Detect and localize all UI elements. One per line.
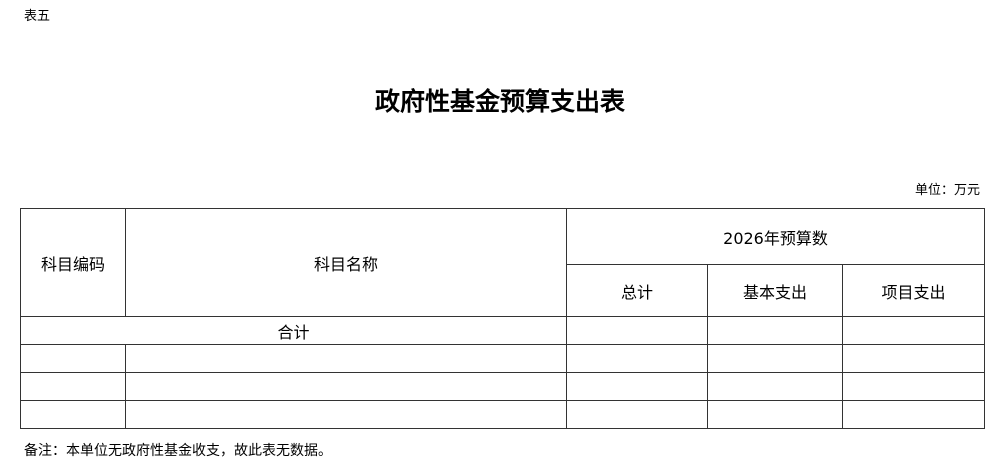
table-row bbox=[20, 344, 986, 373]
unit-label: 单位：万元 bbox=[914, 183, 980, 198]
cell bbox=[841, 344, 986, 373]
cell bbox=[20, 372, 126, 401]
cell bbox=[20, 344, 126, 373]
header-basic: 基本支出 bbox=[707, 264, 843, 317]
cell bbox=[707, 372, 843, 401]
header-code: 科目编码 bbox=[20, 208, 126, 317]
header-name: 科目名称 bbox=[125, 208, 567, 317]
cell bbox=[566, 372, 708, 401]
total-row-label: 合计 bbox=[20, 316, 567, 345]
cell bbox=[841, 372, 986, 401]
cell bbox=[707, 316, 843, 345]
cell bbox=[125, 372, 567, 401]
header-project: 项目支出 bbox=[841, 264, 986, 317]
footnote: 备注：本单位无政府性基金收支，故此表无数据。 bbox=[24, 443, 332, 459]
cell bbox=[125, 400, 567, 429]
cell bbox=[841, 400, 986, 429]
cell bbox=[566, 316, 708, 345]
table-row bbox=[20, 400, 986, 429]
cell bbox=[707, 400, 843, 429]
cell bbox=[566, 400, 708, 429]
total-row: 合计 bbox=[20, 316, 986, 345]
table-row bbox=[20, 372, 986, 401]
cell bbox=[20, 400, 126, 429]
cell bbox=[707, 344, 843, 373]
header-budget-group: 2026年预算数 bbox=[565, 208, 986, 265]
cell bbox=[566, 344, 708, 373]
budget-table: 科目编码 科目名称 2026年预算数 总计 基本支出 项目支出 合计 bbox=[20, 208, 986, 429]
page-title: 政府性基金预算支出表 bbox=[374, 87, 625, 116]
cell bbox=[125, 344, 567, 373]
cell bbox=[841, 316, 986, 345]
header-total: 总计 bbox=[566, 264, 708, 317]
table-label: 表五 bbox=[24, 9, 51, 24]
